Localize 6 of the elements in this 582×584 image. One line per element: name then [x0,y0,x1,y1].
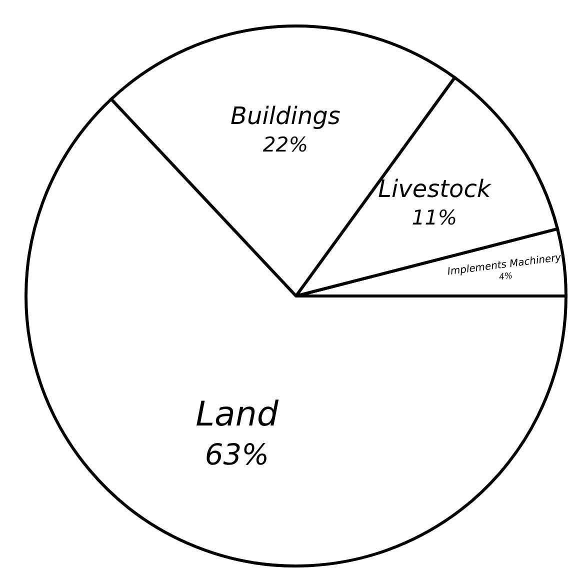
data-label: 63% [204,438,270,472]
slice-label: Livestock [378,175,492,204]
slice-label: Buildings [230,102,340,130]
data-label: 11% [412,206,458,230]
slice-label: Land [196,394,279,434]
data-label: 22% [262,132,308,157]
